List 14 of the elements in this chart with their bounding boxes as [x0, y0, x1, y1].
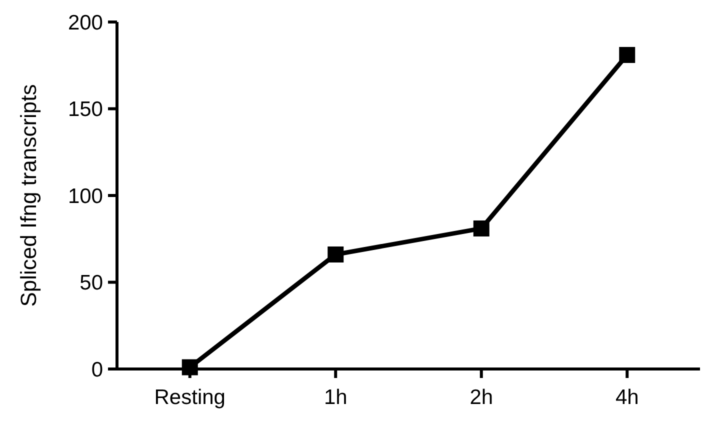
y-tick-label: 150 [68, 98, 103, 122]
y-axis-title: Spliced Ifng transcripts [16, 84, 41, 307]
point [182, 359, 198, 376]
point [473, 220, 490, 236]
x-tick-label: 1h [324, 386, 348, 409]
y-tick-label: 200 [68, 11, 103, 34]
x-tick-label: Resting [154, 386, 226, 409]
x-tick-label: 2h [470, 386, 494, 409]
y-tick-label: 50 [80, 272, 103, 295]
y-tick-label: 100 [68, 184, 103, 208]
point [328, 246, 344, 262]
y-tick-label: 0 [91, 358, 103, 382]
x-tick-label: 4h [615, 386, 639, 409]
point [619, 46, 636, 63]
